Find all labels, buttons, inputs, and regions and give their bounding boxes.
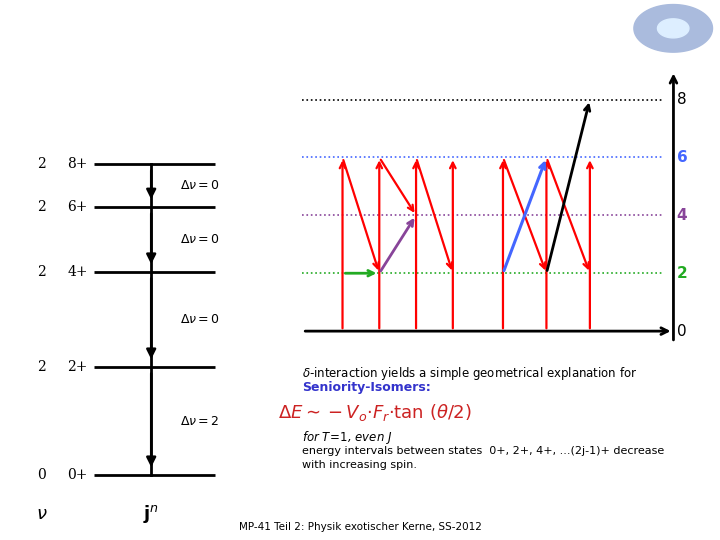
Text: 6: 6 [677, 150, 688, 165]
Text: $\nu$: $\nu$ [36, 505, 48, 523]
Text: 0: 0 [37, 468, 46, 482]
Polygon shape [634, 4, 713, 52]
Text: 8+: 8+ [68, 157, 88, 171]
Text: 4: 4 [677, 208, 688, 223]
Text: Pairing: δ-interaction: Pairing: δ-interaction [204, 24, 430, 44]
Text: 4+: 4+ [68, 265, 88, 279]
Text: 2: 2 [37, 157, 46, 171]
Text: 8: 8 [677, 92, 686, 107]
Text: MP-41 Teil 2: Physik exotischer Kerne, SS-2012: MP-41 Teil 2: Physik exotischer Kerne, S… [238, 522, 482, 532]
Polygon shape [657, 19, 689, 38]
Text: 2: 2 [37, 360, 46, 374]
Text: $\Delta E \sim -V_o{\cdot}F_r{\cdot}\tan\,(\theta/2)$: $\Delta E \sim -V_o{\cdot}F_r{\cdot}\tan… [278, 402, 471, 423]
Text: energy intervals between states  0+, 2+, 4+, ...(2j-1)+ decrease: energy intervals between states 0+, 2+, … [302, 446, 665, 456]
Text: 2+: 2+ [68, 360, 88, 374]
Text: $\Delta\nu = 2$: $\Delta\nu = 2$ [180, 415, 220, 428]
Text: $\delta$-interaction yields a simple geometrical explanation for: $\delta$-interaction yields a simple geo… [302, 364, 638, 381]
Text: $\Delta\nu = 0$: $\Delta\nu = 0$ [180, 233, 220, 246]
Text: 0+: 0+ [68, 468, 88, 482]
Text: 6+: 6+ [68, 200, 88, 214]
Text: 2: 2 [37, 265, 46, 279]
Text: 2: 2 [37, 200, 46, 214]
Text: 2: 2 [677, 266, 688, 281]
Text: for $T\!=\!1$, even $J$: for $T\!=\!1$, even $J$ [302, 429, 392, 446]
Text: $\mathbf{j}^{\mathit{n}}$: $\mathbf{j}^{\mathit{n}}$ [143, 503, 159, 525]
Text: 0: 0 [677, 323, 686, 339]
Text: $\Delta\nu = 0$: $\Delta\nu = 0$ [180, 179, 220, 192]
Text: with increasing spin.: with increasing spin. [302, 460, 418, 470]
Text: Seniority-Isomers:: Seniority-Isomers: [302, 381, 431, 394]
Text: $\Delta\nu = 0$: $\Delta\nu = 0$ [180, 313, 220, 326]
